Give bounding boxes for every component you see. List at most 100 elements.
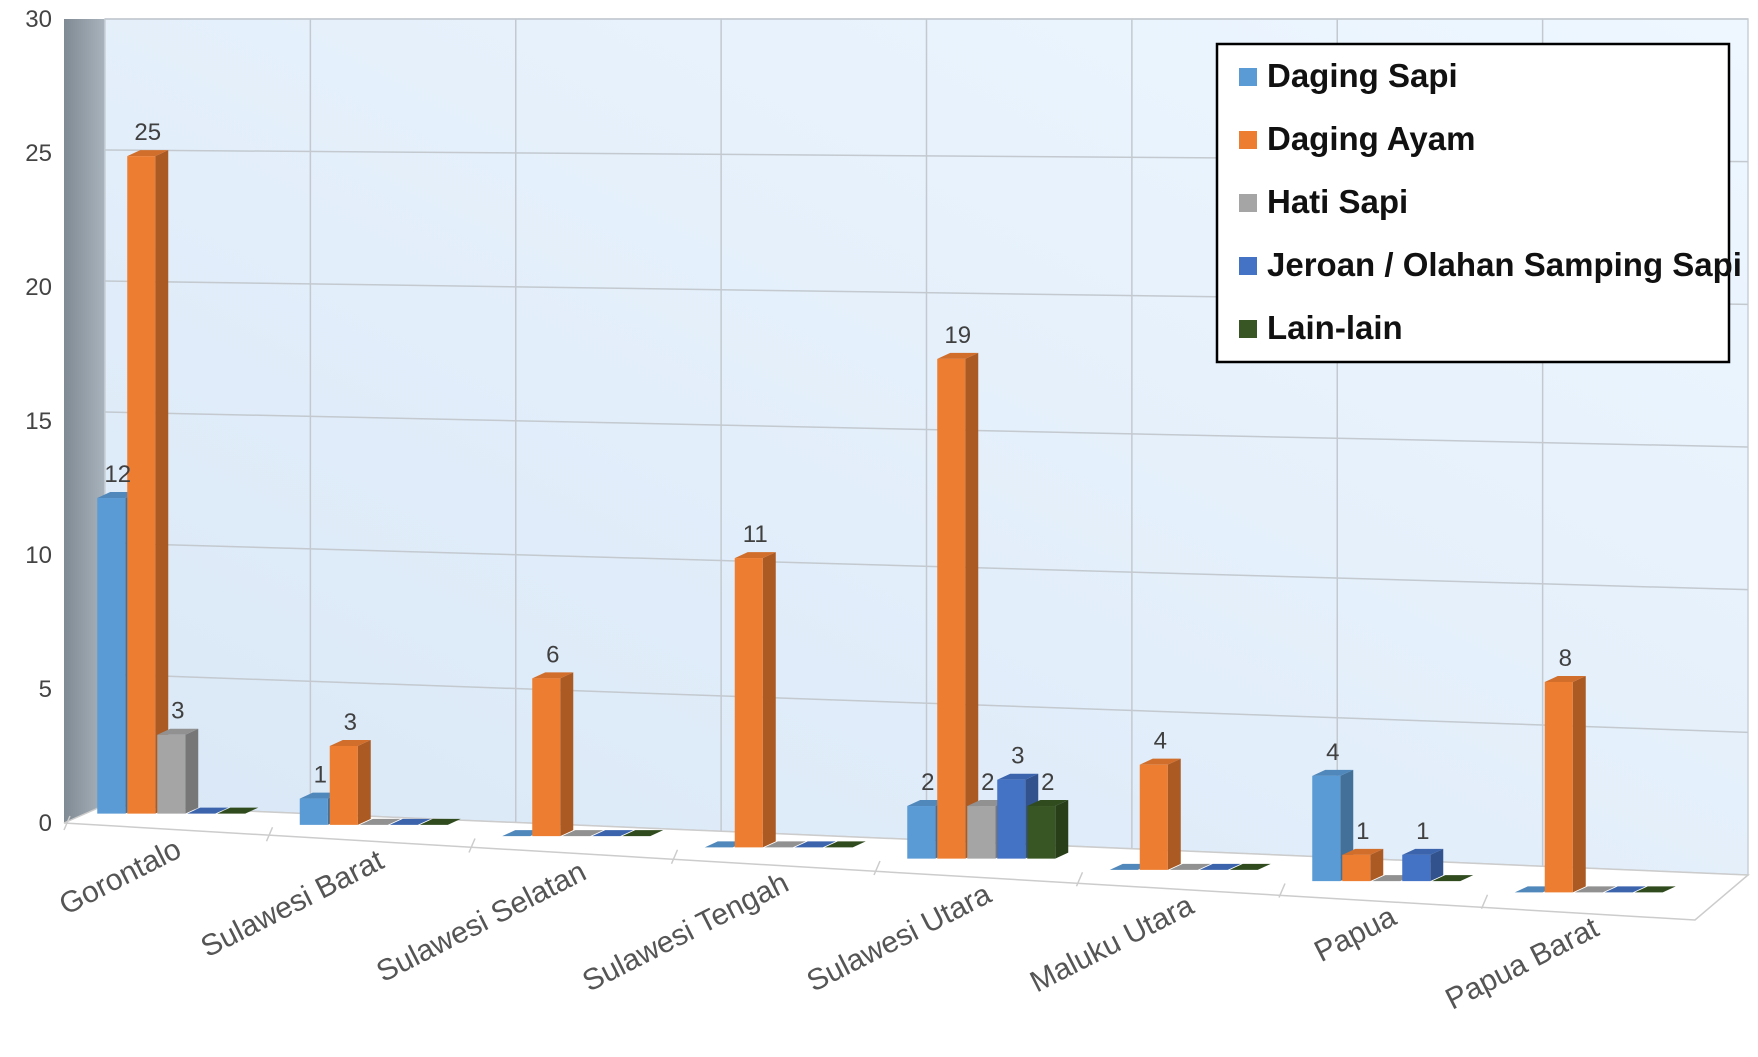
floor-divider bbox=[468, 838, 476, 853]
bar-4-6 bbox=[1432, 875, 1474, 882]
bar-3-0 bbox=[187, 807, 229, 814]
y-tick-label: 5 bbox=[39, 676, 52, 703]
y-tick-label: 10 bbox=[25, 542, 52, 569]
bar-front bbox=[937, 358, 966, 859]
bar-top bbox=[1229, 863, 1271, 870]
legend: Daging Sapi Daging Ayam Hati Sapi Jeroan / … bbox=[1215, 42, 1742, 364]
bar-top bbox=[592, 830, 634, 837]
bar-top bbox=[1432, 875, 1474, 882]
data-label: 3 bbox=[344, 709, 357, 736]
legend-box bbox=[1215, 42, 1731, 364]
bar-top bbox=[1604, 886, 1646, 893]
bar-front bbox=[734, 558, 763, 848]
bar-1-5 bbox=[1139, 758, 1181, 870]
bar-top bbox=[1139, 758, 1181, 765]
data-label: 3 bbox=[1011, 743, 1024, 770]
bar-top bbox=[1199, 863, 1241, 870]
bar-top bbox=[1544, 675, 1586, 682]
bar-top bbox=[824, 841, 866, 848]
bar-side bbox=[1370, 848, 1384, 882]
data-label: 8 bbox=[1559, 645, 1572, 672]
data-label: 6 bbox=[546, 641, 559, 668]
category-label: Maluku Utara bbox=[1025, 889, 1199, 1000]
y-tick-label: 15 bbox=[25, 408, 52, 435]
bar-4-4 bbox=[1027, 800, 1069, 859]
legend-swatch bbox=[1239, 194, 1257, 212]
bar-3-7 bbox=[1604, 886, 1646, 893]
floor-divider bbox=[873, 860, 881, 876]
bar-4-2 bbox=[622, 830, 664, 837]
bar-front bbox=[997, 779, 1026, 859]
bar-3-5 bbox=[1199, 863, 1241, 870]
bar-top bbox=[1634, 886, 1676, 893]
data-label: 1 bbox=[1356, 818, 1369, 845]
bar-front bbox=[329, 745, 358, 825]
legend-entry: Jeroan / Olahan Samping Sapi bbox=[1267, 246, 1742, 283]
bar-top bbox=[734, 552, 776, 559]
category-label: Papua Barat bbox=[1440, 911, 1604, 1016]
bar-4-0 bbox=[217, 807, 259, 814]
bar-front bbox=[1544, 681, 1573, 893]
bar-front bbox=[967, 806, 996, 859]
bar-front bbox=[532, 678, 561, 837]
bar-side bbox=[1167, 758, 1181, 870]
data-label: 2 bbox=[921, 769, 934, 796]
bar-top bbox=[1169, 863, 1211, 870]
bar-3-1 bbox=[389, 818, 431, 825]
floor-divider bbox=[1278, 883, 1286, 898]
floor-divider bbox=[1480, 894, 1489, 910]
bar-front bbox=[1027, 806, 1056, 859]
bar-front bbox=[299, 798, 328, 825]
bar-top bbox=[359, 818, 401, 825]
bar-side bbox=[1572, 675, 1586, 893]
bar-front bbox=[1139, 764, 1168, 870]
floor-divider bbox=[670, 849, 679, 865]
bar-2-0 bbox=[157, 728, 199, 814]
bar-3-2 bbox=[592, 830, 634, 837]
bar-top bbox=[562, 830, 604, 837]
bar-top bbox=[532, 672, 574, 679]
bar-3-6 bbox=[1402, 848, 1444, 882]
bar-3-3 bbox=[794, 841, 836, 848]
data-label: 2 bbox=[1041, 769, 1054, 796]
bar-front bbox=[1342, 854, 1371, 882]
bar-top bbox=[937, 352, 979, 359]
bar-top bbox=[187, 807, 229, 814]
bar-top bbox=[622, 830, 664, 837]
bar-4-3 bbox=[824, 841, 866, 848]
bar-front bbox=[97, 498, 126, 814]
bar-front bbox=[127, 156, 156, 814]
bar-top bbox=[1312, 769, 1354, 776]
y-tick-label: 30 bbox=[25, 6, 52, 33]
floor bbox=[63, 804, 1750, 921]
legend-entry: Daging Ayam bbox=[1267, 120, 1475, 157]
bar-top bbox=[764, 841, 806, 848]
bar-side bbox=[155, 150, 169, 814]
bar-top bbox=[794, 841, 836, 848]
bar-top bbox=[329, 739, 371, 746]
category-label: Sulawesi Utara bbox=[802, 877, 997, 998]
floor-divider bbox=[1075, 871, 1084, 887]
legend-entry: Hati Sapi bbox=[1267, 183, 1408, 220]
data-label: 11 bbox=[743, 521, 768, 548]
bar-top bbox=[389, 818, 431, 825]
bar-top bbox=[157, 728, 199, 735]
category-label: Sulawesi Barat bbox=[196, 843, 390, 964]
bar-front bbox=[907, 806, 936, 859]
bar-top bbox=[1574, 886, 1616, 893]
y-tick-label: 20 bbox=[25, 274, 52, 301]
legend-swatch bbox=[1239, 320, 1257, 338]
bar-side bbox=[762, 552, 776, 848]
bar-side bbox=[1055, 800, 1069, 859]
bar-2-5 bbox=[1169, 863, 1211, 870]
category-label: Sulawesi Tengah bbox=[577, 866, 794, 998]
bar-top bbox=[217, 807, 259, 814]
bar-4-7 bbox=[1634, 886, 1676, 893]
bar-top bbox=[1027, 800, 1069, 807]
floor-divider bbox=[63, 815, 71, 831]
category-label: Sulawesi Selatan bbox=[371, 855, 591, 989]
bar-side bbox=[185, 728, 199, 814]
data-label: 12 bbox=[104, 461, 131, 488]
